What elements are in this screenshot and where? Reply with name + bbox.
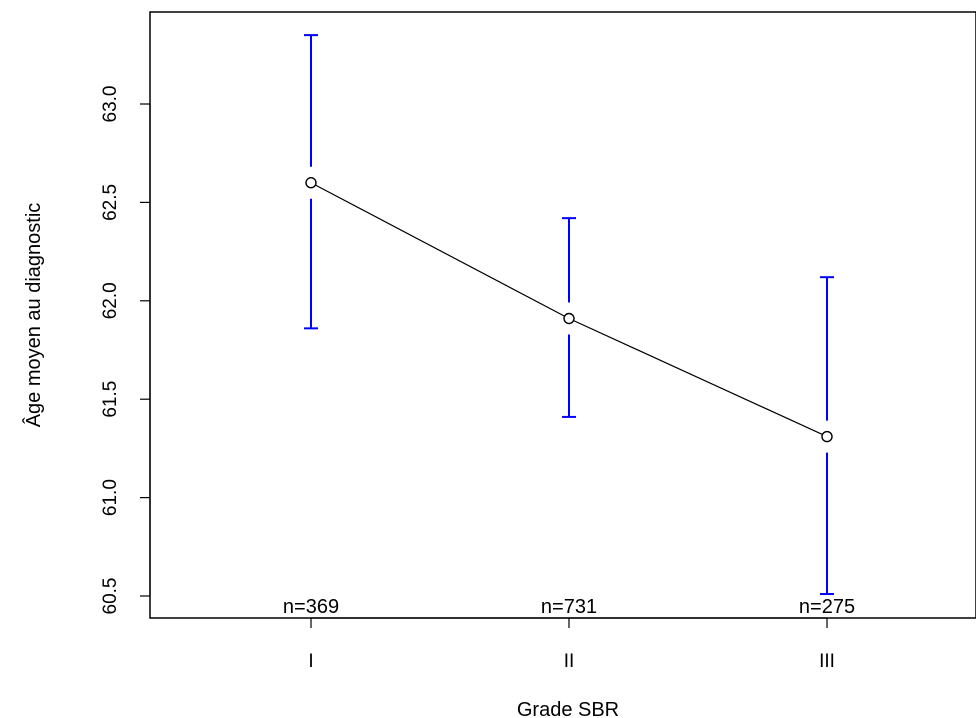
y-tick-label: 62.5	[100, 184, 121, 221]
x-tick-label: I	[308, 651, 313, 672]
y-tick-label: 63.0	[100, 86, 121, 123]
y-tick-label: 61.5	[100, 381, 121, 418]
line-segment	[310, 182, 570, 320]
sample-size-labels: n=369 n=731 n=275	[283, 596, 855, 618]
series-line	[305, 177, 833, 443]
y-tick-label: 60.5	[100, 578, 121, 615]
sample-size-label: n=731	[541, 596, 597, 618]
line-segment	[568, 317, 828, 438]
y-tick-label: 62.0	[100, 282, 121, 319]
data-point	[305, 177, 317, 189]
error-bars	[304, 34, 834, 596]
x-tick-label: II	[564, 651, 575, 672]
y-tick-label: 61.0	[100, 479, 121, 516]
data-point	[821, 430, 833, 443]
sample-size-label: n=275	[799, 596, 855, 618]
x-tick-label: III	[819, 651, 835, 672]
data-point	[563, 312, 575, 325]
y-axis-title: Âge moyen au diagnostic	[22, 203, 45, 428]
y-axis: 60.5 61.0 61.5 62.0 62.5 63.0	[100, 86, 151, 615]
x-axis: I II III	[308, 617, 835, 672]
x-axis-title: Grade SBR	[517, 699, 619, 718]
sample-size-label: n=369	[283, 596, 339, 618]
